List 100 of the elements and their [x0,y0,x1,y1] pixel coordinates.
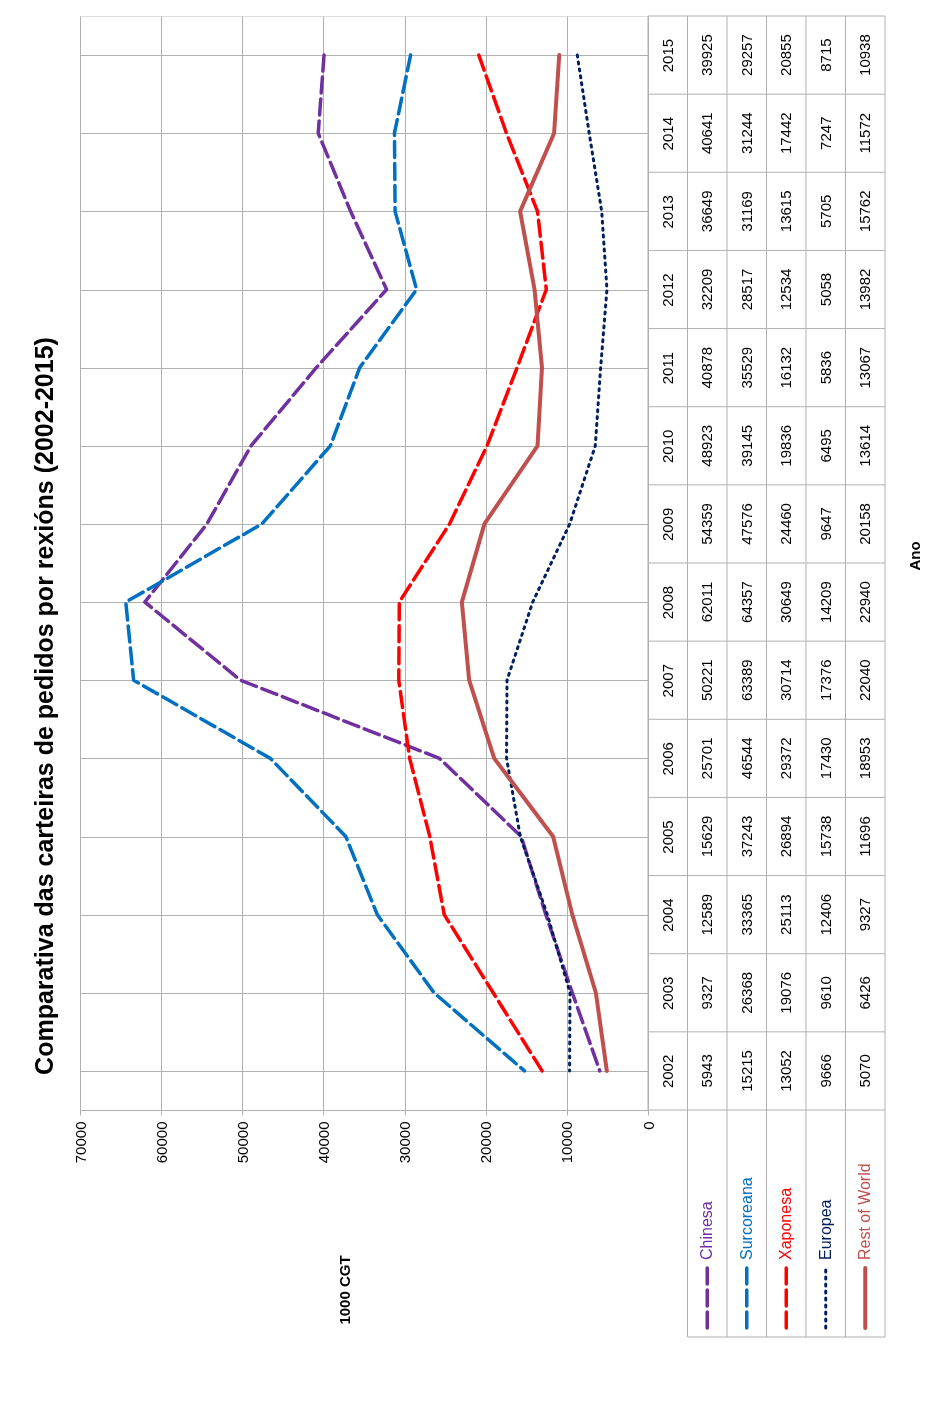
data-label: 19836 [777,424,795,467]
data-label: 39145 [737,424,755,467]
y-tick-label: 2007 [658,664,676,698]
data-label: 26894 [777,815,795,858]
data-label: 48923 [698,424,716,467]
y-tick-label: 2013 [658,195,676,229]
data-label: 35529 [737,346,755,389]
data-label: 12589 [698,893,716,936]
data-label: 6426 [856,976,874,1010]
data-label: 19076 [777,971,795,1014]
data-label: 15215 [737,1050,755,1092]
data-label: 29257 [737,34,755,76]
data-label: 17442 [777,112,795,155]
x-tick-label: 0 [639,1121,657,1130]
data-label: 9647 [816,507,834,541]
x-tick-label: 40000 [314,1121,332,1164]
text: 1000 CGT [336,1255,353,1325]
text: Comparativa das carteiras de pedidos por rexións (2002-2015) [30,337,58,1075]
data-label: 11572 [856,112,874,154]
data-label: 31169 [737,191,755,232]
y-tick-label: 2011 [658,352,676,385]
data-label: 9327 [856,897,874,932]
data-label: 31244 [737,112,755,155]
data-label: 5070 [856,1054,874,1088]
data-label: 13614 [856,424,874,467]
data-label: 5705 [816,194,834,229]
y-tick-label: 2004 [658,898,676,932]
data-label: 13982 [856,268,874,311]
data-label: 32209 [698,268,716,311]
data-label: 63389 [737,659,755,702]
data-label: 15629 [698,815,716,858]
text: Xaponesa [777,1187,795,1260]
y-tick-label: 2010 [658,429,676,463]
data-label: 40641 [698,112,716,155]
x-tick-label: 10000 [558,1121,576,1164]
data-label: 22040 [856,659,874,702]
data-label: 25113 [777,894,795,935]
data-label: 5058 [816,272,834,307]
data-label: 62011 [698,581,716,623]
y-tick-label: 2014 [658,117,676,151]
data-label: 18953 [856,737,874,780]
text: Ano [906,541,923,571]
data-label: 54359 [698,503,716,545]
data-label: 9327 [698,976,716,1010]
data-label: 10938 [856,34,874,76]
y-tick-label: 2005 [658,820,676,854]
text: Surcoreana [737,1177,755,1260]
data-label: 22940 [856,581,874,623]
x-tick-label: 30000 [396,1121,414,1164]
x-tick-label: 60000 [152,1121,170,1164]
data-label: 24460 [777,503,795,545]
data-label: 9666 [816,1054,834,1088]
y-tick-label: 2009 [658,507,676,542]
data-label: 47576 [737,503,755,545]
data-label: 5836 [816,350,834,385]
data-label: 13067 [856,346,874,389]
y-tick-label: 2002 [658,1054,676,1089]
data-label: 12534 [777,268,795,311]
data-label: 26368 [737,971,755,1014]
data-label: 17376 [816,659,834,702]
data-label: 28517 [737,268,755,311]
data-label: 20158 [856,503,874,545]
data-label: 11696 [856,816,874,857]
data-label: 14209 [816,581,834,623]
data-label: 13052 [777,1050,795,1092]
data-label: 25701 [698,737,716,780]
data-label: 36649 [698,190,716,233]
x-tick-label: 20000 [477,1121,495,1164]
data-label: 12406 [816,893,834,936]
y-tick-label: 2015 [658,38,676,73]
data-label: 29372 [777,737,795,780]
text: Europea [816,1199,834,1260]
data-label: 50221 [698,659,716,702]
data-label: 30649 [777,581,795,623]
y-tick-label: 2012 [658,273,676,307]
data-label: 20855 [777,34,795,76]
data-label: 33365 [737,893,755,936]
text: Chinesa [698,1201,716,1260]
x-tick-label: 50000 [233,1121,251,1164]
data-label: 6495 [816,429,834,463]
data-label: 15762 [856,190,874,233]
data-label: 16132 [777,346,795,389]
y-tick-label: 2003 [658,976,676,1010]
data-label: 8715 [816,38,834,72]
data-label: 37243 [737,815,755,858]
y-tick-label: 2006 [658,742,676,776]
data-label: 5943 [698,1054,716,1088]
data-label: 46544 [737,737,755,780]
data-label: 7247 [816,116,834,150]
data-label: 64357 [737,581,755,623]
data-label: 40878 [698,346,716,389]
data-label: 13615 [777,190,795,233]
x-tick-label: 70000 [71,1121,89,1164]
data-label: 15738 [816,815,834,858]
data-label: 30714 [777,659,795,702]
data-label: 9610 [816,976,834,1010]
text: Rest of World [856,1163,874,1260]
data-label: 17430 [816,737,834,780]
y-tick-label: 2008 [658,585,676,620]
data-label: 39925 [698,34,716,76]
